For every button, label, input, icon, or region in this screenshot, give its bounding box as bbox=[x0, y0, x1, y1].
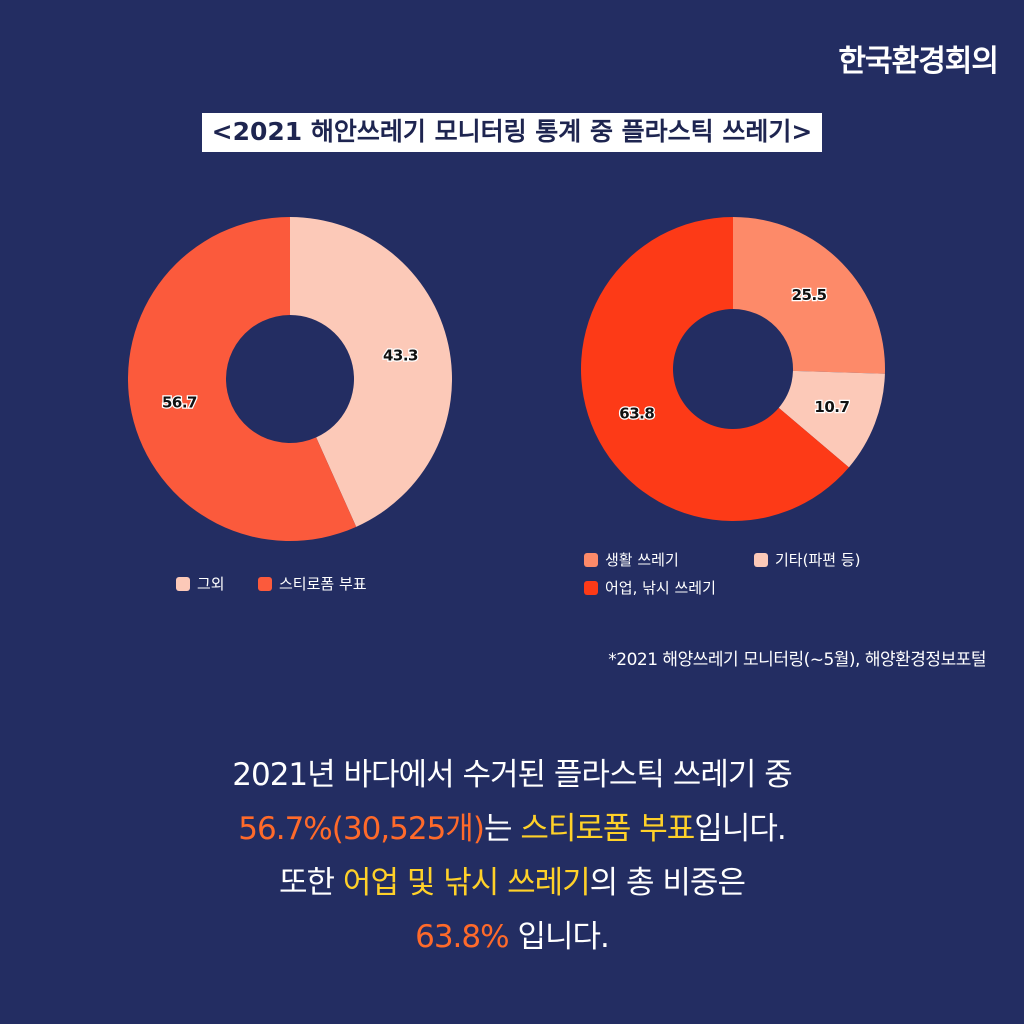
chart2-slice-0 bbox=[733, 217, 885, 374]
chart2-donut-hole bbox=[673, 309, 793, 429]
source-note: *2021 해양쓰레기 모니터링(~5월), 해양환경정보포털 bbox=[608, 650, 986, 670]
chart1-slice-0 bbox=[290, 217, 452, 527]
brand-logo: 한국환경회의 bbox=[838, 44, 999, 79]
summary-line-3: 또한 어업 및 낚시 쓰레기의 총 비중은 bbox=[279, 865, 746, 901]
chart1-slice-1 bbox=[127, 217, 357, 541]
highlight-fishing: 어업 및 낚시 쓰레기 bbox=[342, 865, 591, 901]
chart2-slice-1 bbox=[778, 370, 885, 468]
summary-line-2: 56.7%(30,525개)는 스티로폼 부표입니다. bbox=[238, 811, 786, 847]
chart-title: <2021 해안쓰레기 모니터링 통계 중 플라스틱 쓰레기> bbox=[201, 113, 823, 152]
legend-swatch bbox=[754, 552, 768, 567]
legend-label: 그외 bbox=[197, 575, 225, 593]
legend-swatch bbox=[176, 576, 190, 591]
summary-text: 2021년 바다에서 수거된 플라스틱 쓰레기 중 56.7%(30,525개)… bbox=[0, 748, 1024, 964]
legend-item-styrofoam-buoy: 스티로폼 부표 bbox=[258, 573, 367, 594]
highlight-total: 63.8% bbox=[415, 919, 509, 955]
legend-item-other: 그외 bbox=[176, 573, 225, 594]
chart2-data-label-1: 10.7 bbox=[814, 398, 849, 416]
legend-label: 기타(파편 등) bbox=[775, 551, 861, 569]
chart2-data-label-2: 63.8 bbox=[619, 405, 654, 423]
highlight-styrofoam: 스티로폼 부표 bbox=[520, 811, 695, 847]
legend-swatch bbox=[584, 552, 598, 567]
legend-label: 생활 쓰레기 bbox=[605, 551, 679, 569]
legend-item-other-fragments: 기타(파편 등) bbox=[754, 549, 860, 570]
chart1-data-label-0: 43.3 bbox=[383, 346, 418, 364]
legend-item-household-waste: 생활 쓰레기 bbox=[584, 549, 679, 570]
legend-item-fishing-waste: 어업, 낚시 쓰레기 bbox=[584, 577, 716, 598]
chart2-slice-2 bbox=[580, 217, 849, 521]
highlight-percentage: 56.7%(30,525개) bbox=[238, 811, 485, 847]
legend-label: 어업, 낚시 쓰레기 bbox=[605, 579, 716, 597]
chart1-donut-hole bbox=[226, 315, 354, 443]
legend-swatch bbox=[584, 580, 598, 595]
legend-label: 스티로폼 부표 bbox=[279, 575, 367, 593]
summary-line-4: 63.8% 입니다. bbox=[415, 919, 610, 955]
legend-swatch bbox=[258, 576, 272, 591]
chart2-data-label-0: 25.5 bbox=[792, 286, 827, 304]
chart1-data-label-1: 56.7 bbox=[162, 394, 197, 412]
summary-line-1: 2021년 바다에서 수거된 플라스틱 쓰레기 중 bbox=[232, 757, 792, 793]
